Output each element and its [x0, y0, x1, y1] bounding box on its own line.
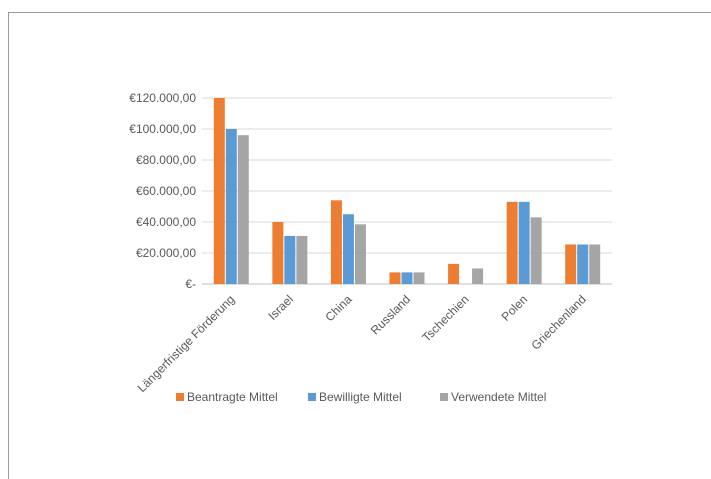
bar-verwendete-mittel	[530, 217, 542, 284]
bar-verwendete-mittel	[296, 235, 308, 284]
legend-label: Beantragte Mittel	[187, 390, 278, 404]
bar-verwendete-mittel	[589, 244, 601, 284]
bar-verwendete-mittel	[237, 135, 249, 284]
gridlines	[202, 97, 612, 285]
bar-bewilligte-mittel	[577, 244, 589, 284]
x-tick-label: Israel	[265, 292, 296, 323]
bar-verwendete-mittel	[413, 272, 425, 284]
bar-bewilligte-mittel	[225, 129, 237, 284]
bars	[213, 98, 601, 284]
bar-beantragte-mittel	[389, 272, 401, 284]
bar-bewilligte-mittel	[401, 272, 413, 284]
x-tick-label: China	[322, 292, 354, 324]
y-tick-label: €80.000,00	[136, 153, 196, 167]
x-tick-label: Längerfristige Förderung	[135, 292, 238, 395]
bar-beantragte-mittel	[272, 222, 284, 284]
bar-bewilligte-mittel	[518, 201, 530, 284]
bar-bewilligte-mittel	[342, 214, 354, 284]
legend-swatch	[176, 393, 184, 401]
y-tick-label: €120.000,00	[129, 91, 196, 105]
x-tick-label: Polen	[499, 292, 531, 324]
bar-beantragte-mittel	[506, 201, 518, 284]
x-tick-label: Tschechien	[419, 292, 471, 344]
bar-beantragte-mittel	[330, 200, 342, 284]
y-axis: €- €20.000,00 €40.000,00 €60.000,00 €80.000,…	[129, 91, 196, 291]
legend-label: Verwendete Mittel	[451, 390, 546, 404]
bar-beantragte-mittel	[448, 263, 460, 284]
legend-label: Bewilligte Mittel	[319, 390, 402, 404]
x-tick-label: Griechenland	[528, 292, 588, 352]
y-tick-label: €40.000,00	[136, 215, 196, 229]
bar-bewilligte-mittel	[284, 235, 296, 284]
y-tick-label: €-	[185, 277, 196, 291]
legend-swatch	[440, 393, 448, 401]
legend: Beantragte Mittel Bewilligte Mittel Verwen…	[176, 390, 546, 404]
chart-frame	[8, 12, 711, 479]
y-tick-label: €20.000,00	[136, 246, 196, 260]
bar-beantragte-mittel	[565, 244, 577, 284]
x-axis: Längerfristige Förderung Israel China Russl…	[135, 292, 589, 395]
bar-verwendete-mittel	[472, 268, 484, 284]
x-tick-label: Russland	[368, 292, 413, 337]
y-tick-label: €100.000,00	[129, 122, 196, 136]
bar-verwendete-mittel	[354, 224, 366, 284]
bar-beantragte-mittel	[213, 98, 225, 284]
legend-swatch	[308, 393, 316, 401]
y-tick-label: €60.000,00	[136, 184, 196, 198]
